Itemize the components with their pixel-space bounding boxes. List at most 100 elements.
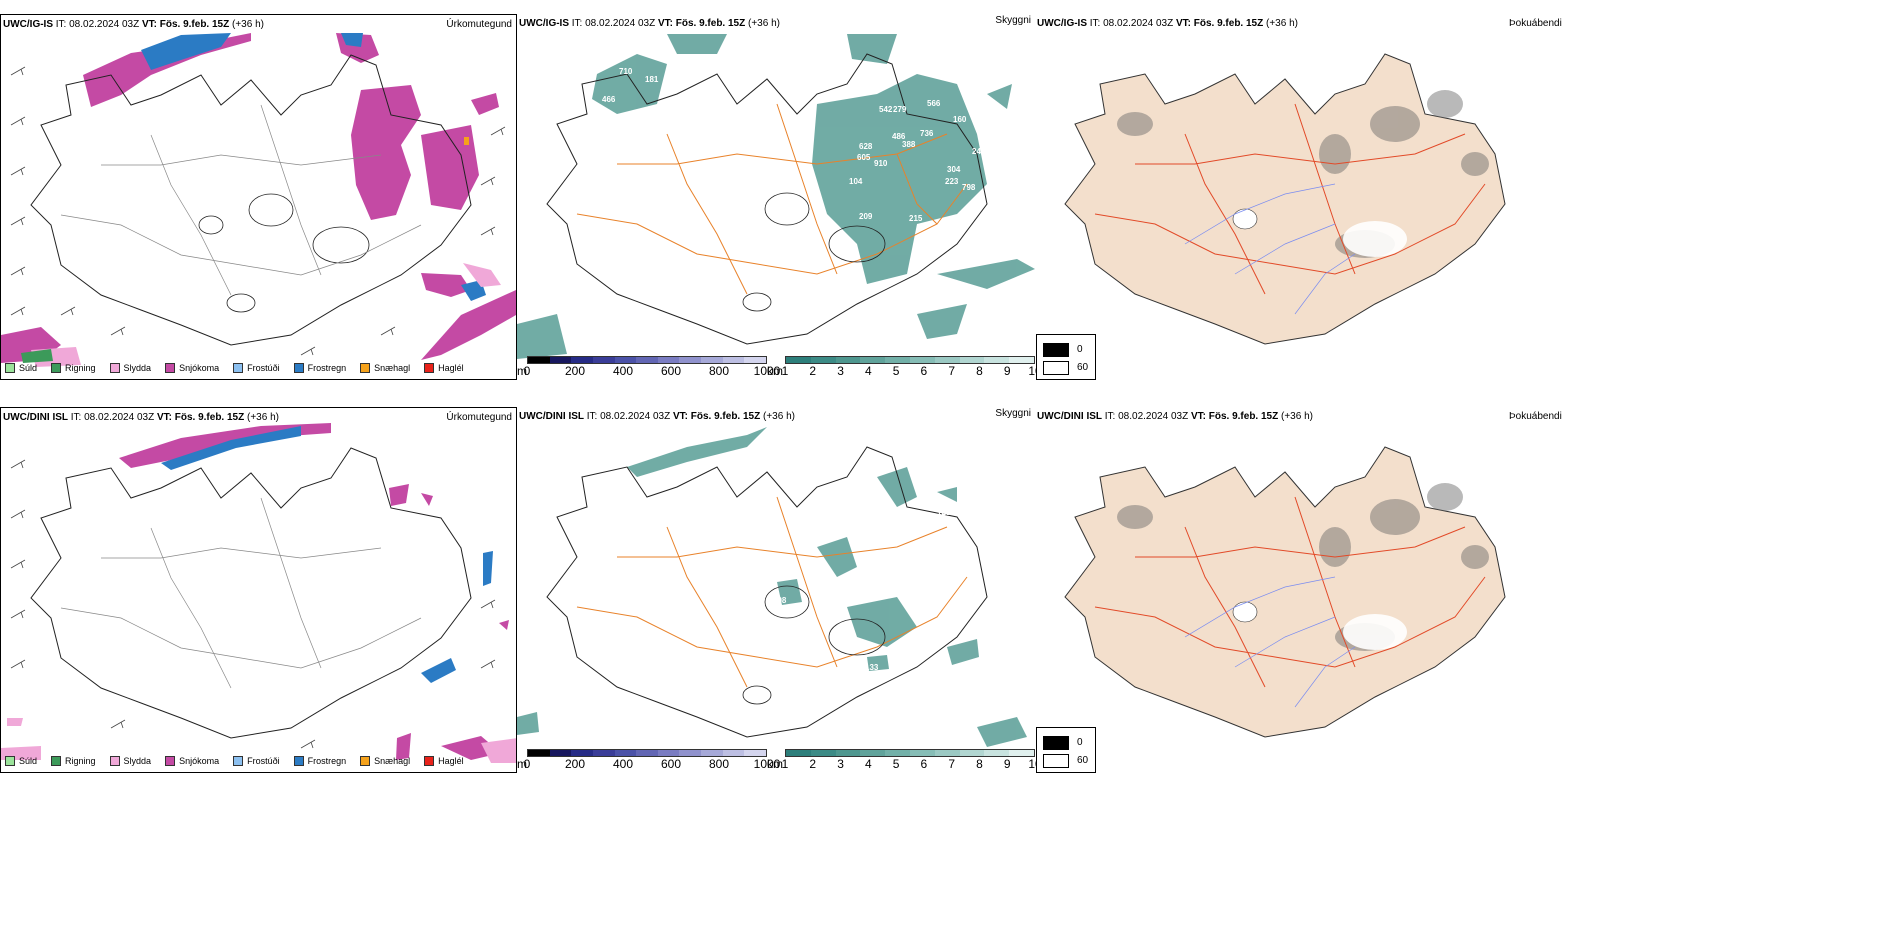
cloud-map-2: 123 258 308 133: [517, 427, 1027, 747]
legend-item: Súld: [5, 756, 37, 766]
visibility-colorbar-swatches: [785, 749, 1035, 757]
colorbar-swatch: [860, 357, 886, 363]
colorbar-swatch: [636, 357, 658, 363]
colorbar-swatch: [885, 750, 910, 756]
legend-item: Snjókoma: [165, 756, 219, 766]
colorbar-swatch: [1009, 357, 1034, 363]
legend-item: Frostúði: [233, 363, 280, 373]
legend-item: Rigning: [51, 756, 96, 766]
colorbar-tick-label: 5: [892, 364, 900, 378]
colorbar-tick-label: 800: [708, 757, 730, 771]
legend-item: Slydda: [109, 363, 151, 373]
colorbar-swatch: [885, 357, 910, 363]
precip-height-label: 160: [953, 115, 967, 124]
colorbar-tick-label: 4: [864, 757, 872, 771]
fog-index-key-1: 0 60: [1036, 334, 1096, 380]
precip-height-label: 910: [874, 159, 888, 168]
precip-legend: Súld Rigning Slydda Snjókoma Frostúði Fr…: [5, 363, 464, 373]
fog-key-low: 60: [1077, 362, 1089, 373]
colorbar-tick-label: 2: [809, 757, 817, 771]
legend-swatch: [233, 363, 244, 373]
colorbar-swatch: [701, 750, 723, 756]
colorbar-tick-label: 7: [948, 757, 955, 771]
colorbar-tick-label: 6: [920, 757, 928, 771]
colorbar-tick-label: 600: [660, 364, 682, 378]
legend-item: Slydda: [109, 756, 151, 766]
legend-swatch: [51, 363, 62, 373]
variable-label: Skyggni: [995, 408, 1031, 419]
colorbar-tick-label: 4: [864, 364, 872, 378]
precip-height-label: 486: [892, 132, 906, 141]
precip-height-label: 223: [945, 177, 959, 186]
colorbar-swatch: [657, 357, 680, 363]
visibility-colorbar-unit: km: [767, 757, 783, 771]
variable-label: Úrkomutegund: [446, 412, 512, 423]
legend-swatch: [5, 756, 15, 766]
colorbar-swatch: [592, 357, 615, 363]
precip-type-map-1: [1, 33, 516, 367]
roads: [576, 103, 968, 295]
precip-height-label: 628: [859, 142, 873, 151]
colorbar-swatch: [835, 357, 861, 363]
colorbar-swatch: [722, 357, 745, 363]
precip-height-label: 466: [602, 95, 616, 104]
variable-label: Skyggni: [995, 15, 1031, 26]
colorbar-tick-label: 9: [1003, 757, 1011, 771]
wind-barbs: [10, 66, 506, 356]
colorbar-swatch: [592, 750, 615, 756]
dewpoint-map-1: [1064, 53, 1506, 345]
visibility-colorbar-2: 1 2 3 4 5 6 7 8 9 10 km: [767, 749, 1042, 771]
legend-item: Súld: [5, 363, 37, 373]
colorbar-swatch: [860, 750, 886, 756]
colorbar-tick-label: 6: [920, 364, 928, 378]
fog-key-high: 0: [1077, 344, 1083, 355]
colorbar-swatch: [959, 357, 985, 363]
fog-key-high: 0: [1077, 737, 1083, 748]
colorbar-tick-label: 8: [976, 757, 983, 771]
panel-title: UWC/DINI ISL IT: 08.02.2024 03Z VT: Fös.…: [3, 412, 279, 423]
variable-label: Úrkomutegund: [446, 19, 512, 30]
iceland-outline: [30, 54, 472, 346]
legend-item: Frostregn: [293, 363, 346, 373]
colorbar-tick-label: 200: [564, 364, 586, 378]
fog-key-low: 60: [1077, 755, 1089, 766]
panel-title: UWC/IG-IS IT: 08.02.2024 03Z VT: Fös. 9.…: [3, 19, 264, 30]
colorbar-tick-label: 3: [837, 364, 844, 378]
dewpoint-panel-2: UWC/DINI ISL IT: 08.02.2024 03Z VT: Fös.…: [1035, 407, 1900, 773]
colorbar-swatch: [679, 750, 702, 756]
precip-type-map-2: [1, 423, 516, 763]
precip-height-label: 246: [972, 147, 986, 156]
colorbar-swatch: [934, 750, 960, 756]
colorbar-swatch: [636, 750, 658, 756]
colorbar-swatch: [909, 750, 935, 756]
legend-item: Haglél: [424, 756, 464, 766]
precip-height-label: 566: [927, 99, 941, 108]
colorbar-swatch: [571, 750, 593, 756]
colorbar-tick-label: 3: [837, 757, 844, 771]
dewpoint-panel-1: UWC/IG-IS IT: 08.02.2024 03Z VT: Fös. 9.…: [1035, 14, 1900, 380]
legend-swatch: [165, 756, 176, 766]
colorbar-swatch: [528, 750, 550, 756]
precip-height-label: 388: [902, 140, 916, 149]
legend-swatch: [165, 363, 176, 373]
colorbar-swatch: [959, 750, 985, 756]
precip-height-label: 258: [859, 570, 873, 579]
visibility-colorbar-ticks: 1 2 3 4 5 6 7 8 9 10: [782, 757, 1042, 771]
panel-title: UWC/DINI ISL IT: 08.02.2024 03Z VT: Fös.…: [519, 411, 795, 422]
legend-swatch: [51, 756, 62, 766]
precip-height-label: 279: [893, 105, 907, 114]
colorbar-swatch: [614, 750, 637, 756]
precip-height-label: 215: [909, 214, 923, 223]
iceland-outline: [546, 53, 988, 345]
colorbar-swatch: [657, 750, 680, 756]
colorbar-swatch: [528, 357, 550, 363]
colorbar-swatch: [984, 357, 1010, 363]
variable-label: Þokuábendi: [1509, 18, 1562, 29]
legend-swatch: [109, 756, 120, 766]
dewpoint-map-2: [1064, 446, 1506, 738]
legend-item: Frostregn: [293, 756, 346, 766]
colorbar-swatch: [909, 357, 935, 363]
colorbar-tick-label: 200: [564, 757, 586, 771]
colorbar-tick-label: 1000: [753, 364, 781, 378]
variable-label: Þokuábendi: [1509, 411, 1562, 422]
